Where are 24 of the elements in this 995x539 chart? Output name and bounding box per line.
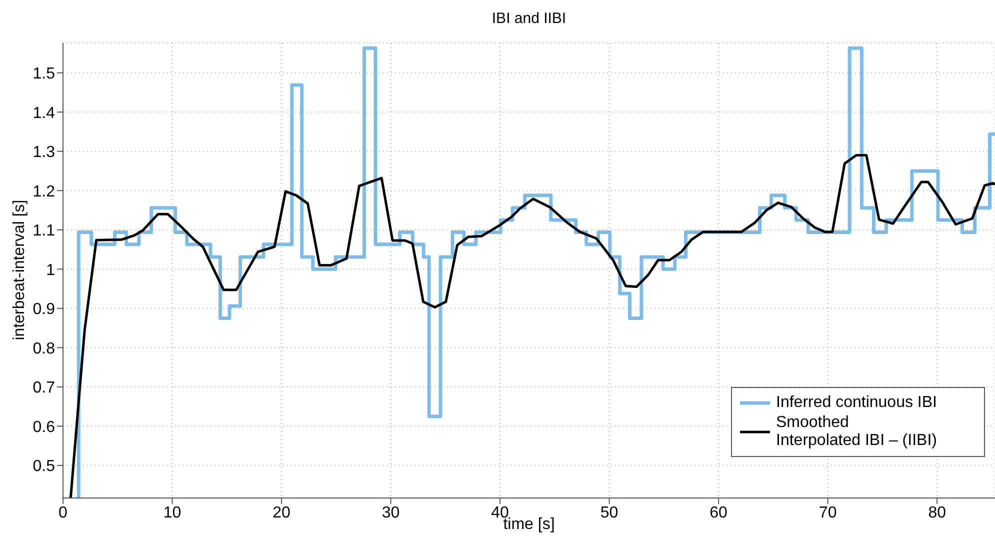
x-tick-label: 60 (710, 504, 728, 522)
y-tick-label: 0.8 (32, 340, 56, 358)
y-tick-label: 1.1 (32, 222, 56, 240)
y-tick-label: 0.6 (32, 418, 56, 436)
x-tick-label: 50 (600, 504, 618, 522)
y-tick-label: 1.4 (32, 104, 56, 122)
y-tick-label: 1 (46, 262, 56, 279)
y-tick-label: 1.5 (32, 66, 56, 83)
line-series (69, 154, 995, 498)
y-tick-label: 0.5 (32, 458, 56, 476)
legend-label: Smoothed Interpolated IBI – (IIBI) (776, 414, 937, 450)
x-tick-label: 80 (928, 504, 946, 522)
y-tick-label: 0.7 (32, 380, 56, 397)
y-tick-label: 1.2 (32, 183, 56, 200)
y-tick-label: 0.9 (32, 301, 56, 318)
y-tick-label: 1.3 (32, 144, 56, 162)
x-tick-label: 20 (272, 504, 291, 522)
x-tick-label: 10 (163, 504, 182, 522)
chart-title: IBI and IIBI (490, 10, 568, 27)
x-tick-label: 0 (58, 504, 68, 522)
legend-label: Inferred continuous IBI (776, 394, 937, 412)
x-tick-label: 70 (818, 504, 837, 522)
x-tick-label: 30 (382, 504, 400, 522)
y-axis-title: interbeat-interval [s] (11, 200, 29, 340)
